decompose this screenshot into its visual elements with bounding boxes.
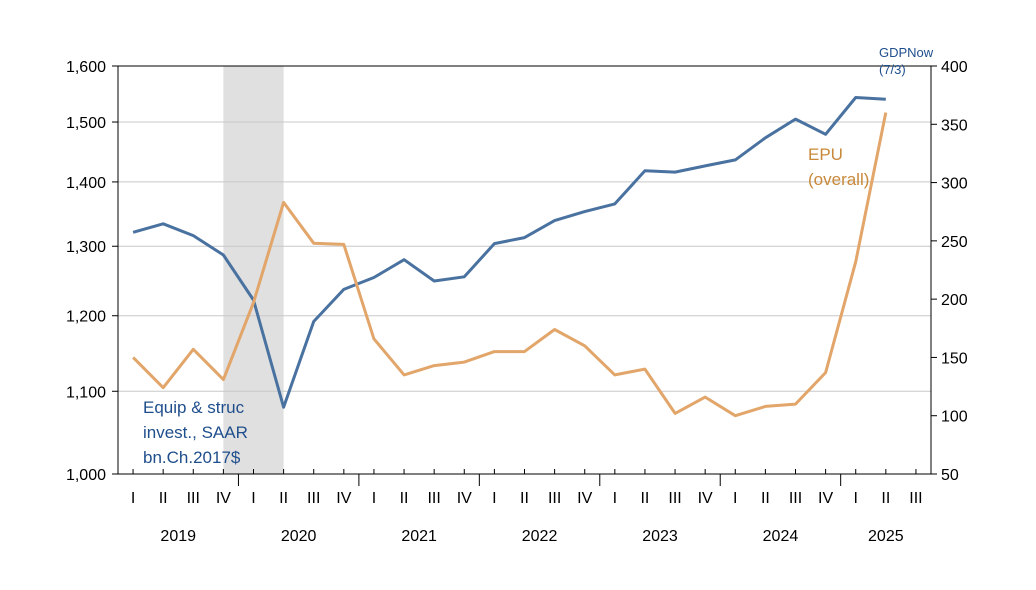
quarter-label-15: IV [577,490,592,507]
quarter-label-6: III [307,490,320,507]
epu-annotation: EPU (overall) [808,145,869,189]
right-tick-label-6: 350 [941,117,968,134]
quarter-label-13: II [520,490,529,507]
quarter-label-9: II [400,490,409,507]
left-tick-label-1: 1,100 [66,384,106,401]
left-tick-label-4: 1,400 [66,175,106,192]
left-tick-label-0: 1,000 [66,467,106,484]
gdpnow-annotation-line1: GDPNow [879,45,934,60]
invest-series-line [132,96,886,409]
quarter-label-20: I [733,490,737,507]
quarter-label-7: IV [336,490,351,507]
year-label-2019: 2019 [160,528,196,545]
quarter-label-5: II [279,490,288,507]
invest-annotation-line3: bn.Ch.2017$ [143,448,241,467]
quarter-label-10: III [427,490,440,507]
left-tick-label-6: 1,600 [66,59,106,76]
right-tick-label-4: 250 [941,234,968,251]
epu-series-line [132,112,888,418]
quarter-label-4: I [251,490,255,507]
series-layer [132,96,888,418]
year-label-2021: 2021 [401,528,437,545]
quarter-label-14: III [548,490,561,507]
right-tick-label-0: 50 [941,467,959,484]
right-axis: 50 100 150 200 250 300 350 400 [931,59,968,484]
left-tick-label-5: 1,500 [66,115,106,132]
quarter-label-23: IV [818,490,833,507]
right-tick-label-7: 400 [941,59,968,76]
year-label-2022: 2022 [522,528,558,545]
invest-annotation: Equip & struc invest., SAAR bn.Ch.2017$ [143,398,248,467]
left-tick-label-3: 1,300 [66,239,106,256]
quarter-label-24: I [853,490,857,507]
left-tick-label-2: 1,200 [66,309,106,326]
gdpnow-annotation: GDPNow (7/3) [879,45,934,77]
quarter-label-21: II [761,490,770,507]
left-axis: 1,000 1,100 1,200 1,300 1,400 1,500 1,600 [66,59,118,484]
year-label-2023: 2023 [642,528,678,545]
quarter-label-2: III [187,490,200,507]
epu-annotation-line2: (overall) [808,170,869,189]
right-tick-label-3: 200 [941,292,968,309]
quarter-label-22: III [789,490,802,507]
x-axis: I II III IV I II III IV I II III IV I II III IV I II III IV… [131,469,923,545]
quarter-label-16: I [613,490,617,507]
quarter-label-1: II [159,490,168,507]
quarter-label-3: IV [216,490,231,507]
quarter-label-11: IV [457,490,472,507]
quarter-label-0: I [131,490,135,507]
quarter-label-25: II [881,490,890,507]
invest-annotation-line2: invest., SAAR [143,423,248,442]
quarter-label-8: I [372,490,376,507]
quarter-label-12: I [492,490,496,507]
quarter-label-18: III [668,490,681,507]
quarter-label-19: IV [698,490,713,507]
right-tick-label-2: 150 [941,350,968,367]
invest-annotation-line1: Equip & struc [143,398,245,417]
gdpnow-annotation-line2: (7/3) [879,62,906,77]
year-label-2024: 2024 [763,528,799,545]
right-tick-label-5: 300 [941,176,968,193]
epu-annotation-line1: EPU [808,145,843,164]
right-tick-label-1: 100 [941,409,968,426]
year-label-2025: 2025 [868,528,904,545]
quarter-label-17: II [640,490,649,507]
year-label-2020: 2020 [281,528,317,545]
grid-layer [118,121,931,392]
quarter-label-26: III [909,490,922,507]
